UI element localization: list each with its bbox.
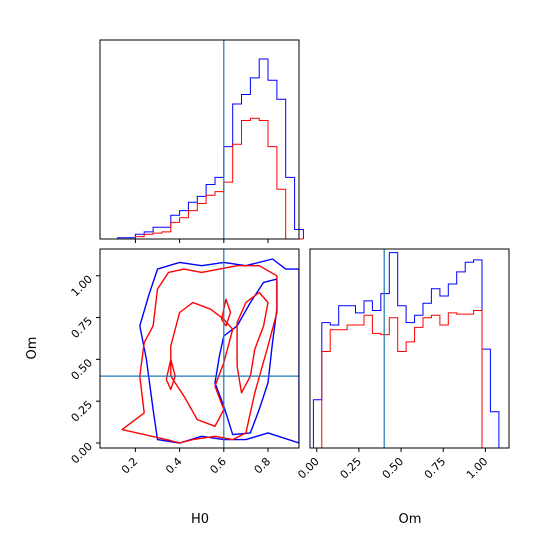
om-hist-series-1-step bbox=[313, 310, 508, 449]
joint-x-axis-label: H0 bbox=[191, 512, 209, 527]
joint-contour-panel: 0.2 0.4 0.6 0.8 0.00 0.25 0.50 0.75 1.00 H0 Om bbox=[25, 248, 300, 527]
joint-x-tick-label: 0.6 bbox=[207, 455, 229, 477]
om-histogram-series-1 bbox=[313, 310, 508, 449]
joint-contours bbox=[121, 258, 299, 444]
h0-histogram-series-0 bbox=[100, 58, 304, 240]
om-histogram-panel: 0.00 0.25 0.50 0.75 1.00 Om bbox=[295, 248, 510, 527]
joint-x-tick-label: 0.8 bbox=[252, 455, 274, 477]
om-x-tick-label: 0.75 bbox=[422, 455, 449, 482]
om-x-axis-label: Om bbox=[399, 512, 422, 527]
joint-y-tick-label: 1.00 bbox=[69, 273, 96, 300]
om-x-tick-label: 1.00 bbox=[464, 455, 491, 482]
contour-series-1-level-2 bbox=[121, 265, 278, 444]
om-x-tick-label: 0.25 bbox=[338, 455, 365, 482]
joint-x-tick-label: 0.2 bbox=[119, 455, 141, 477]
om-hist-frame bbox=[309, 248, 510, 449]
h0-hist-series-1-step bbox=[100, 117, 304, 240]
joint-y-tick-label: 0.00 bbox=[69, 440, 96, 467]
om-x-tick-label: 0.00 bbox=[295, 455, 322, 482]
om-histogram-series-0 bbox=[312, 252, 508, 449]
contour-series-0-level-0 bbox=[139, 258, 299, 444]
h0-hist-frame bbox=[99, 39, 300, 240]
joint-y-tick-label: 0.25 bbox=[69, 398, 96, 425]
joint-y-ticks: 0.00 0.25 0.50 0.75 1.00 bbox=[69, 273, 100, 467]
joint-y-tick-label: 0.75 bbox=[69, 314, 96, 341]
joint-x-ticks: 0.2 0.4 0.6 0.8 bbox=[119, 448, 273, 476]
joint-x-tick-label: 0.4 bbox=[163, 455, 185, 477]
contour-series-1-level-3 bbox=[170, 301, 234, 427]
om-x-ticks: 0.00 0.25 0.50 0.75 1.00 bbox=[295, 448, 491, 482]
contour-series-1-level-4 bbox=[236, 291, 269, 394]
contour-series-0-level-1 bbox=[214, 278, 278, 436]
joint-frame bbox=[99, 248, 300, 449]
h0-hist-series-0-step bbox=[100, 58, 304, 240]
h0-histogram-panel bbox=[99, 39, 304, 243]
h0-hist-ticks bbox=[134, 239, 269, 243]
joint-y-axis-label: Om bbox=[25, 337, 40, 360]
h0-histogram-series-1 bbox=[100, 117, 304, 240]
om-hist-series-0-step bbox=[312, 252, 508, 449]
om-x-tick-label: 0.50 bbox=[380, 455, 407, 482]
contour-series-1-level-5 bbox=[220, 298, 232, 327]
joint-y-tick-label: 0.50 bbox=[69, 356, 96, 383]
